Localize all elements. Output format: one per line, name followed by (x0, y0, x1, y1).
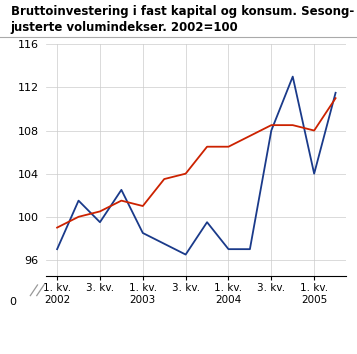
Legend: Bruttoinvestering i fast
kapital for Fastlands-Norge, Konsum i
husholdninger: Bruttoinvestering i fast kapital for Fas… (52, 351, 341, 354)
Text: 0: 0 (9, 297, 16, 307)
Text: justerte volumindekser. 2002=100: justerte volumindekser. 2002=100 (11, 21, 238, 34)
Text: Bruttoinvestering i fast kapital og konsum. Sesong-: Bruttoinvestering i fast kapital og kons… (11, 5, 354, 18)
